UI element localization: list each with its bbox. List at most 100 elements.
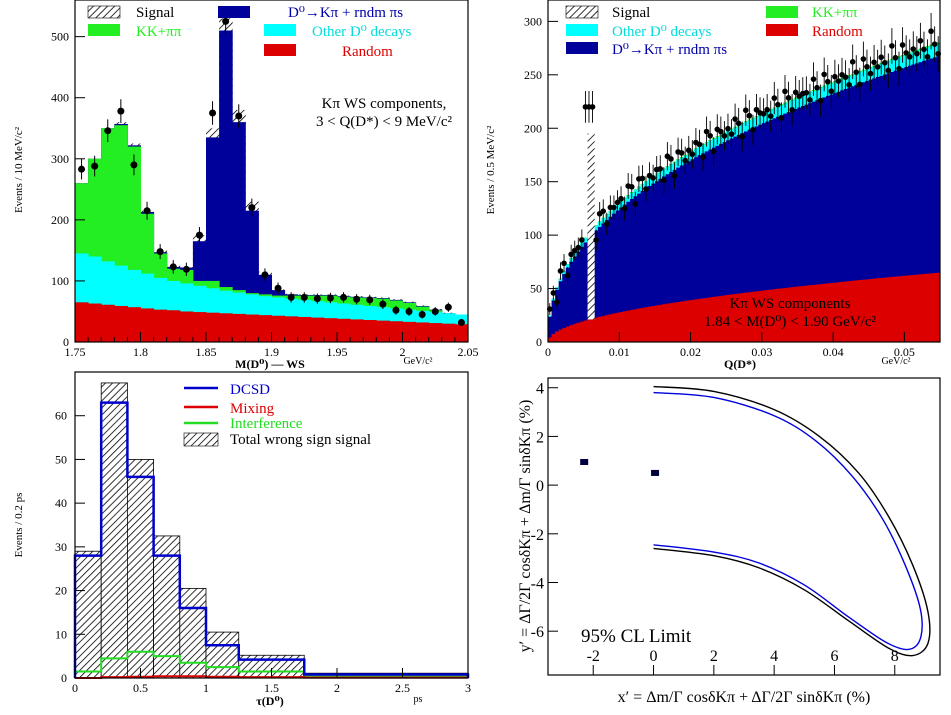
p2-point-66 [782,88,788,95]
p4-ytick-label-1: -4 [531,575,544,592]
p2-point-43 [700,154,706,160]
p1-bar-random-22 [363,320,377,342]
p1-bar-random-0 [75,302,89,342]
p2-point-51 [728,131,735,137]
p2-point-101 [906,54,913,60]
p4-ytick-label-5: 4 [536,381,544,398]
p2-point-90 [867,70,874,77]
p2-data-points [546,13,942,316]
p1-point-17 [300,293,308,301]
p2-point-13 [593,237,599,243]
p2-point-32 [661,177,667,184]
p2-point-48 [718,128,724,135]
p2-annotation-line1: Kπ WS components [730,296,851,312]
p3-legend-total: Total wrong sign signal [230,432,371,448]
p2-point-23 [628,184,635,190]
p2-ytick-label-1: 50 [530,282,542,296]
p1-point-12 [235,112,243,120]
p2-point-49 [721,133,728,139]
p1-point-19 [326,294,334,302]
p2-xtick-label-4: 0.04 [823,345,844,359]
p2-point-88 [860,56,867,62]
p3-ytick-label-6: 60 [55,409,67,423]
p4-xtick-label-2: 2 [710,648,718,665]
p3-legend-swatch-total [183,432,219,447]
p2-point-98 [896,65,902,72]
p2-point-69 [792,89,799,96]
p2-xtick-label-2: 0.02 [680,345,701,359]
p2-point-15 [600,208,607,214]
p2-point-55 [742,107,749,114]
p4-contours [653,385,931,657]
p2-point-2 [554,299,560,305]
p2-point-104 [917,37,924,44]
p2-point-8 [575,244,582,251]
p2-point-45 [707,132,713,139]
p2-point-64 [775,101,781,108]
p2-signal-peak [587,133,595,320]
p2-frame [547,0,941,343]
p2-xunit: GeV/c² [881,356,910,367]
p4-annotation: 95% CL Limit [581,626,692,647]
panel-cl-limit: -2 0 2 4 6 8 -6 -4 -2 0 2 4 95% CL Limit y′ = ΔΓ/2Γ… [517,377,941,706]
p1-bar-random-1 [88,303,102,342]
p4-frame [547,377,941,676]
p2-point-56 [746,112,753,119]
p2-point-79 [828,88,835,95]
p2-point-84 [846,81,852,88]
p1-bar-random-19 [323,318,338,342]
p1-bar-random-14 [258,315,272,342]
p2-ytick-label-4: 200 [524,121,542,135]
p1-point-8 [182,265,190,273]
p3-ytick-label-5: 50 [55,452,67,466]
p2-point-24 [632,201,639,207]
p4-xtick-label-0: -2 [587,648,600,665]
p3-xunit: ps [414,694,423,705]
p2-point-62 [767,113,774,119]
p4-contour-1 [653,391,923,651]
p1-point-23 [379,300,387,308]
p1-bar-random-13 [245,314,259,342]
p2-point-83 [842,74,849,80]
p2-point-40 [689,151,696,158]
p2-point-6 [568,251,574,258]
p1-point-26 [418,311,426,319]
p2-point-1 [550,290,557,296]
p1-annotation-line2: 3 < Q(D*) < 9 MeV/c² [316,114,452,130]
p4-xtick-label-1: 0 [650,648,658,665]
p4-contour-0 [653,385,931,657]
p1-ytick-label-4: 400 [51,91,69,105]
p2-legend-swatch-other [566,24,598,36]
p2-point-9 [579,237,585,243]
p1-bar-random-18 [310,317,325,342]
p2-point-96 [889,43,895,49]
p3-xtick-label-5: 2.5 [395,681,410,695]
p2-point-73 [807,97,813,103]
p2-point-99 [899,42,906,48]
p2-point-65 [778,115,785,121]
p2-point-50 [725,125,731,132]
p1-ytick-label-3: 300 [51,152,69,166]
p2-area-random [548,272,940,342]
p1-point-3 [117,107,125,115]
p1-bar-dkrndms-12 [232,122,246,343]
p2-point-34 [668,156,674,162]
p1-point-2 [104,127,112,135]
p3-ytick-label-2: 20 [55,584,67,598]
p1-point-7 [169,263,177,271]
p2-point-107 [928,28,934,35]
p3-legend-mixing: Mixing [230,401,275,417]
p2-xtick-label-1: 0.01 [609,345,630,359]
p2-legend-signal: Signal [612,5,650,21]
p3-bar-total-4 [179,587,207,679]
p3-bar-total-1 [100,382,128,679]
p2-point-106 [924,54,931,60]
p1-legend-random: Random [342,44,393,60]
p2-bars [548,42,940,343]
p1-point-25 [405,307,413,315]
p2-point-91 [871,59,877,66]
p2-point-102 [910,46,917,52]
p1-xtick-label-1: 1.8 [133,345,148,359]
p1-legend-other: Other D⁰ decays [312,24,411,40]
